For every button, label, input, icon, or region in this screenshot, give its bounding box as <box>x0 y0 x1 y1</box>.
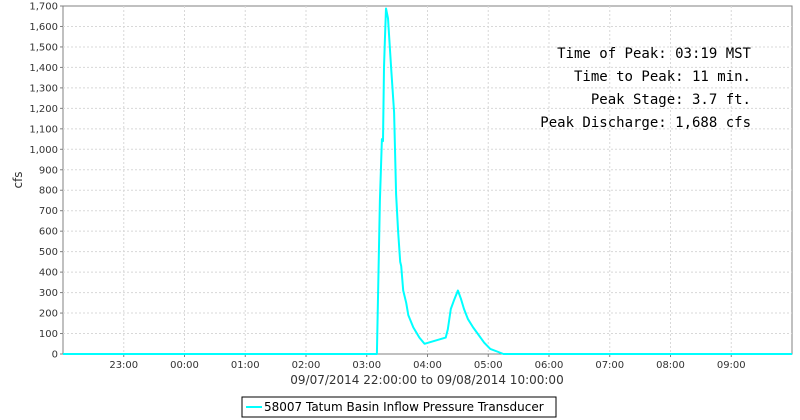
y-tick-label: 600 <box>39 227 58 238</box>
x-tick-label: 01:00 <box>231 360 260 371</box>
annotation-line: Peak Discharge: 1,688 cfs <box>540 115 751 131</box>
x-tick-label: 23:00 <box>109 360 138 371</box>
x-axis-title: 09/07/2014 22:00:00 to 09/08/2014 10:00:… <box>290 373 563 387</box>
x-tick-label: 07:00 <box>595 360 624 371</box>
y-tick-label: 700 <box>39 206 58 217</box>
legend-box <box>241 396 557 418</box>
x-tick-label: 09:00 <box>717 360 746 371</box>
x-axis: 23:00 00:00 01:00 02:00 03:00 04:00 05:00 06:00… <box>109 354 746 371</box>
y-tick-label: 800 <box>39 186 58 197</box>
y-tick-label: 1,700 <box>29 2 58 13</box>
y-tick-label: 400 <box>39 268 58 279</box>
y-tick-label: 0 <box>52 350 58 361</box>
annotation-line: Time of Peak: 03:19 MST <box>557 46 751 62</box>
x-tick-label: 08:00 <box>656 360 685 371</box>
y-tick-label: 1,100 <box>29 124 58 135</box>
y-tick-label: 1,500 <box>29 42 58 53</box>
y-tick-label: 100 <box>39 329 58 340</box>
grid <box>63 6 792 354</box>
series-layer <box>63 7 792 355</box>
x-tick-label: 04:00 <box>413 360 442 371</box>
x-tick-label: 05:00 <box>474 360 503 371</box>
x-tick-label: 06:00 <box>535 360 564 371</box>
y-axis: 0 100 200 300 400 500 600 700 800 900 1,000 1,100 1,… <box>29 2 63 361</box>
y-axis-title: cfs <box>11 171 25 188</box>
y-tick-label: 200 <box>39 309 58 320</box>
y-tick-label: 1,300 <box>29 83 58 94</box>
x-tick-label: 03:00 <box>352 360 381 371</box>
y-tick-label: 1,600 <box>29 22 58 33</box>
y-tick-label: 300 <box>39 288 58 299</box>
y-tick-label: 1,200 <box>29 104 58 115</box>
legend: 58007 Tatum Basin Inflow Pressure Transd… <box>241 396 557 418</box>
legend-label: 58007 Tatum Basin Inflow Pressure Transd… <box>264 400 544 414</box>
annotation-line: Time to Peak: 11 min. <box>574 69 751 85</box>
x-tick-label: 02:00 <box>292 360 321 371</box>
y-tick-label: 1,400 <box>29 63 58 74</box>
annotation-line: Peak Stage: 3.7 ft. <box>591 92 751 108</box>
y-tick-label: 900 <box>39 165 58 176</box>
x-tick-label: 00:00 <box>170 360 199 371</box>
peak-annotations: Time of Peak: 03:19 MST Time to Peak: 11 … <box>540 46 751 131</box>
y-tick-label: 1,000 <box>29 145 58 156</box>
series-line <box>63 7 792 355</box>
y-tick-label: 500 <box>39 247 58 258</box>
